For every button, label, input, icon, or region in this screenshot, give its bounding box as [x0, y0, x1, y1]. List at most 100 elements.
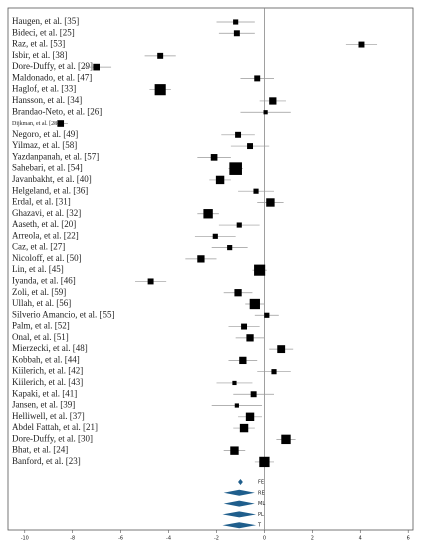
summary-diamond: [222, 522, 257, 529]
x-tick-label: -10: [21, 536, 29, 542]
effect-box: [271, 369, 277, 375]
effect-box: [245, 412, 255, 421]
study-label: Haugen, et al. [35]: [12, 16, 79, 26]
summary-diamond: [223, 500, 255, 507]
study-label: Ghazavi, et al. [32]: [12, 208, 81, 218]
study-label: Sahebari, et al. [54]: [12, 163, 83, 173]
effect-box: [241, 323, 248, 330]
study-label: Erdal, et al. [31]: [12, 197, 71, 207]
study-label: Nicoloff, et al. [50]: [12, 253, 82, 263]
effect-box: [263, 110, 268, 115]
summary-label: FE: [258, 480, 264, 486]
study-label: Lin, et al. [45]: [12, 264, 64, 274]
effect-box: [147, 278, 154, 285]
study-label: Ullah, et al. [56]: [12, 298, 71, 308]
summary-diamond: [223, 489, 255, 496]
effect-box: [203, 209, 213, 219]
study-label: Bideci, et al. [25]: [12, 27, 75, 37]
effect-box: [264, 312, 270, 318]
study-label: Kiilerich, et al. [43]: [12, 377, 83, 387]
effect-box: [254, 75, 261, 82]
study-label: Haglof, et al. [33]: [12, 84, 76, 94]
effect-box: [234, 289, 242, 297]
study-label: Negoro, et al. [49]: [12, 129, 78, 139]
effect-box: [239, 356, 247, 365]
study-label: Javanbakht, et al. [40]: [12, 174, 92, 184]
study-label: Iyanda, et al. [46]: [12, 276, 76, 286]
study-label: Silverio Amancio, et al. [55]: [12, 309, 114, 319]
study-label: Banford, et al. [23]: [12, 456, 81, 466]
study-label: Dore-Duffy, et al. [29]: [12, 61, 93, 71]
x-tick-label: 2: [311, 536, 314, 542]
x-tick-label: -8: [70, 536, 75, 542]
study-label: Zoli, et al. [59]: [12, 287, 66, 297]
plot-frame: [7, 7, 414, 531]
summary-label: ML: [258, 501, 265, 507]
study-label: Hansson, et al. [34]: [12, 95, 82, 105]
effect-box: [239, 423, 249, 433]
effect-box: [154, 84, 166, 96]
effect-box: [229, 162, 242, 175]
effect-box: [253, 188, 259, 194]
effect-box: [277, 345, 286, 354]
effect-box: [234, 403, 239, 408]
study-label: Isbir, et al. [38]: [12, 50, 67, 60]
study-label: Helliwell, et al. [37]: [12, 411, 85, 421]
effect-box: [236, 222, 242, 228]
effect-box: [227, 245, 233, 251]
x-tick-label: -6: [118, 536, 123, 542]
effect-box: [157, 52, 164, 59]
study-label: Dijkman, et al. [28]: [12, 121, 59, 127]
effect-box: [233, 19, 239, 25]
study-label: Aaseth, et al. [20]: [12, 219, 76, 229]
effect-box: [210, 154, 218, 161]
study-label: Yilmaz, et al. [58]: [12, 140, 77, 150]
effect-box: [233, 30, 240, 37]
x-tick-label: 4: [359, 536, 362, 542]
study-label: Mierzecki, et al. [48]: [12, 343, 88, 353]
study-label: Brandao-Neto, et al. [26]: [12, 106, 102, 116]
study-label: Onal, et al. [51]: [12, 332, 69, 342]
summary-label: PL: [258, 512, 264, 518]
x-tick-label: 0: [263, 536, 266, 542]
study-label: Bhat, et al. [24]: [12, 445, 68, 455]
x-tick-label: -4: [166, 536, 171, 542]
study-label: Kobbah, et al. [44]: [12, 354, 80, 364]
effect-box: [281, 434, 291, 445]
effect-box: [212, 233, 218, 239]
summary-label: T: [257, 523, 262, 529]
effect-box: [215, 175, 225, 185]
study-label: Dore-Duffy, et al. [30]: [12, 433, 93, 443]
study-label: Arreola, et al. [22]: [12, 230, 79, 240]
effect-box: [93, 63, 100, 71]
study-label: Jansen, et al. [39]: [12, 400, 75, 410]
effect-box: [358, 41, 365, 48]
effect-box: [269, 97, 277, 105]
effect-box: [249, 298, 260, 310]
study-label: Yazdanpanah, et al. [57]: [12, 151, 99, 161]
study-label: Helgeland, et al. [36]: [12, 185, 88, 195]
study-label: Abdel Fattah, et al. [21]: [12, 422, 98, 432]
study-label: Raz, et al. [53]: [12, 39, 65, 49]
effect-box: [254, 264, 266, 276]
effect-box: [57, 120, 65, 127]
summary-diamond: [222, 511, 257, 518]
effect-box: [266, 198, 275, 207]
x-tick-label: 6: [407, 536, 410, 542]
summary-diamond: [238, 479, 243, 485]
effect-box: [259, 456, 270, 468]
study-label: Caz, et al. [27]: [12, 242, 65, 252]
effect-box: [197, 255, 205, 263]
effect-box: [250, 391, 257, 398]
x-tick-label: -2: [214, 536, 219, 542]
study-label: Kiilerich, et al. [42]: [12, 366, 83, 376]
effect-box: [230, 446, 239, 455]
study-label: Kapaki, et al. [41]: [12, 388, 77, 398]
effect-box: [246, 334, 254, 342]
study-label: Maldonado, et al. [47]: [12, 72, 92, 82]
summary-label: RE: [258, 490, 265, 496]
effect-box: [235, 131, 242, 138]
effect-box: [232, 380, 237, 386]
effect-box: [247, 143, 254, 150]
